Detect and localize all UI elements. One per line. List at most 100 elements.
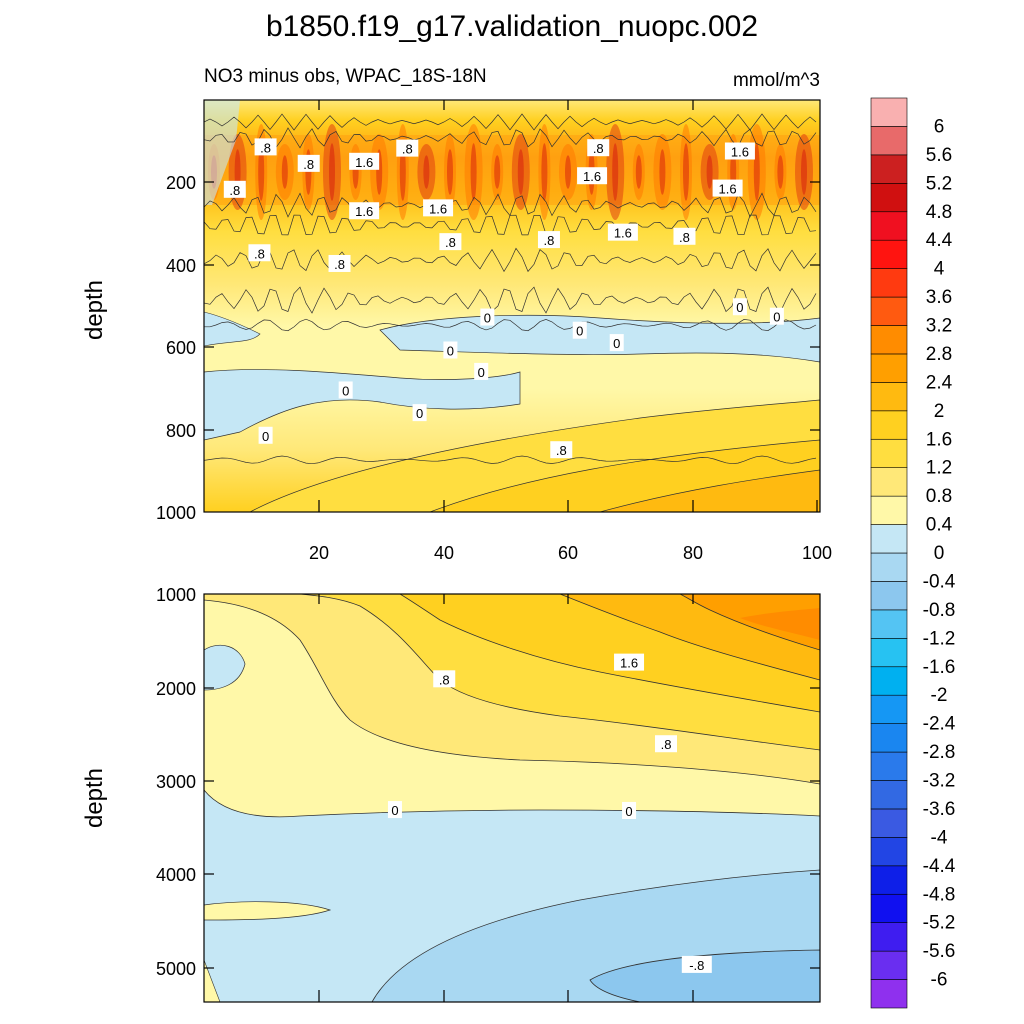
upper-y-axis-label: depth [81,280,108,340]
y-tick-label: 3000 [156,772,196,792]
colorbar-swatch [870,950,908,980]
colorbar-swatch [870,638,908,668]
colorbar-swatch [870,325,908,355]
contour-label: .8 [661,737,672,752]
contour-label: 1.6 [719,182,737,197]
contour-label-bg [577,167,608,185]
colorbar-swatch [870,552,908,582]
contour-label-bg [254,138,277,156]
units-label: mmol/m^3 [733,70,820,91]
contour-label-bg [412,404,427,422]
upper-contour-labels: .8 .8 .8 1.6 1.6 .8 1.6 .8 1.6 1.6 1.6 1.6 .8 .8 .8 .8.… [223,138,784,459]
contour-label: 0 [262,429,269,444]
contour-label: 1.6 [731,145,749,160]
contour-label-bg [609,334,624,352]
colorbar-swatch [870,438,908,468]
y-tick-label: 200 [166,173,196,193]
contour-label-bg [474,362,489,380]
contour-label-bg [769,307,784,325]
contour-label: 0 [773,310,780,325]
contour-label-bg [248,244,271,262]
colorbar-swatch [870,382,908,412]
contour-label: .8 [679,230,690,245]
colorbar-level-label: 5.6 [926,145,952,166]
contour-label: .8 [445,235,456,250]
contour-label-bg [550,441,573,459]
contour-label-bg [349,152,380,170]
contour-label: -.8 [689,958,704,973]
contour-label-bg [537,231,560,249]
colorbar-swatch [870,808,908,838]
colorbar-level-label: 2.8 [926,344,952,365]
colorbar-level-label: -4.4 [923,856,956,877]
colorbar-swatch [870,524,908,554]
contour-label: 1.6 [355,155,373,170]
colorbar-level-label: -2 [931,685,948,706]
colorbar-level-label: 4.8 [926,202,952,223]
contour-label-bg [480,308,495,326]
contour-label: .8 [556,443,567,458]
contour-label: 0 [625,804,632,819]
contour-label: .8 [544,233,555,248]
contour-label: .8 [303,157,314,172]
contour-label-bg [328,254,351,272]
colorbar-swatch [870,723,908,753]
lower-ticks [204,594,820,1002]
contour-label: 1.6 [583,169,601,184]
colorbar-swatch [870,495,908,525]
colorbar-swatch [870,467,908,497]
contour-label: .8 [334,257,345,272]
y-tick-label: 800 [166,421,196,441]
colorbar-level-label: 5.2 [926,173,952,194]
colorbar-level-label: 1.6 [926,429,952,450]
contour-label-bg [433,670,456,688]
colorbar-level-label: 4.4 [926,230,953,251]
colorbar-level-label: -5.2 [923,913,956,934]
x-tick-label: 100 [802,543,832,563]
figure-title: b1850.f19_g17.validation_nuopc.002 [266,10,758,43]
colorbar-swatch [870,268,908,298]
colorbar-swatch [870,211,908,241]
contour-label: 0 [484,311,491,326]
colorbar-swatch [870,893,908,923]
contour-label-bg [724,142,755,160]
contour-label: .8 [254,246,265,261]
contour-label: 0 [391,803,398,818]
colorbar-swatch [870,751,908,781]
contour-label-bg [338,381,353,399]
contour-label: 0 [613,336,620,351]
colorbar-level-label: 0 [934,543,945,564]
contour-label-bg [681,955,712,973]
colorbar-swatch [870,353,908,383]
y-tick-label: 1000 [156,585,196,605]
x-tick-label: 40 [434,543,454,563]
colorbar-level-label: -1.6 [923,657,956,678]
contour-label: 0 [416,406,423,421]
contour-label-bg [673,227,696,245]
contour-label-bg [423,199,454,217]
colorbar-swatch [870,979,908,1009]
contour-label: 0 [576,324,583,339]
colorbar-swatch [870,126,908,156]
contour-label: .8 [260,140,271,155]
contour-label-bg [712,179,743,197]
contour-label-bg [297,154,320,172]
contour-label-bg [607,223,638,241]
contour-label-bg [587,139,610,157]
lower-contour-labels: 1.6 .8 .8 0 0 -.8 [387,653,712,973]
contour-label: 0 [736,300,743,315]
colorbar-level-label: 0.4 [926,515,953,536]
colorbar-swatch [870,780,908,810]
contour-label-bg [439,233,462,251]
colorbar: -6 -5.6 -5.2 -4.8 -4.4 -4 -3.6 -3.2 -2.8 -2.4 -2 -1… [870,97,956,1009]
contour-label-bg [622,801,637,819]
contour-label: 1.6 [620,656,638,671]
colorbar-swatch [870,239,908,269]
colorbar-swatch [870,581,908,611]
colorbar-swatch [870,154,908,184]
contour-label-bg [443,341,458,359]
colorbar-swatch [870,666,908,696]
contour-label: .8 [439,672,450,687]
colorbar-swatch [870,97,908,127]
